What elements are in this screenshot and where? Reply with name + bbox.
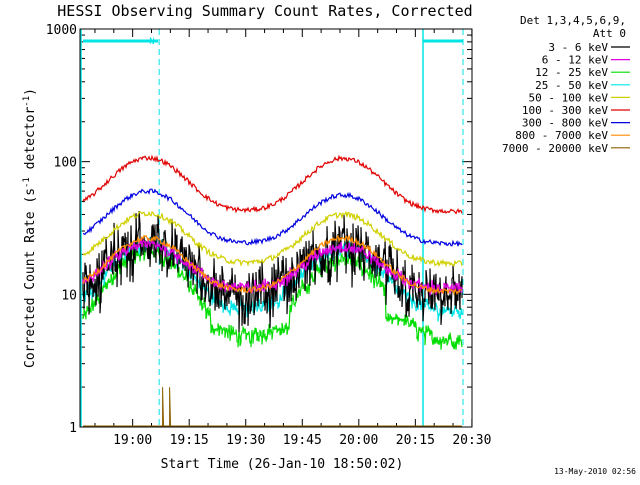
legend-label: 6 - 12 keV — [542, 54, 609, 67]
series-line-6-12-kev — [82, 237, 463, 296]
plot-frame — [79, 28, 473, 428]
x-axis-label: Start Time (26-Jan-10 18:50:02) — [161, 457, 404, 472]
x-tick-label: 19:15 — [170, 433, 209, 448]
x-tick-label: 19:45 — [283, 433, 322, 448]
legend-header: Det 1,3,4,5,6,9, — [520, 14, 626, 27]
y-tick-label: 1 — [69, 421, 77, 436]
x-tick-label: 19:30 — [226, 433, 265, 448]
legend-label: 7000 - 20000 keV — [502, 142, 608, 155]
timestamp: 13-May-2010 02:56 — [554, 467, 636, 476]
x-tick-label: 20:30 — [452, 433, 491, 448]
chart-title: HESSI Observing Summary Count Rates, Cor… — [57, 2, 472, 20]
y-tick-label: 1000 — [46, 23, 77, 38]
night-markers — [80, 29, 464, 427]
series-line-800-7000-kev — [82, 233, 463, 296]
legend-label: 300 - 800 keV — [522, 117, 608, 130]
x-tick-label: 19:00 — [113, 433, 152, 448]
n-marker-label: N — [149, 37, 154, 47]
legend-label: 100 - 300 keV — [522, 104, 608, 117]
series-line-3-6-kev — [82, 210, 463, 333]
axes-layer: 19:00 19:15 19:30 19:45 20:00 20:15 20:30 1 10 10… — [46, 23, 492, 448]
y-tick-label: 100 — [54, 156, 77, 171]
legend-header-att: Att 0 — [593, 27, 626, 40]
series-line-300-800-kev — [82, 188, 463, 247]
x-tick-label: 20:00 — [339, 433, 378, 448]
legend-label: 25 - 50 keV — [535, 79, 608, 92]
series-line-100-300-kev — [82, 154, 463, 215]
legend-label: 12 - 25 keV — [535, 66, 608, 79]
legend-label: 50 - 100 keV — [529, 91, 609, 104]
legend-label: 3 - 6 keV — [548, 41, 608, 54]
series-line-50-100-kev — [82, 210, 463, 268]
y-tick-label: 10 — [61, 288, 77, 303]
x-tick-label: 20:15 — [396, 433, 435, 448]
legend-label: 800 - 7000 keV — [515, 129, 608, 142]
series-line-7000-20000-kev — [83, 387, 462, 427]
y-axis-label: Corrected Count Rate (s-1 detector-1) — [22, 88, 38, 368]
axis-box — [79, 28, 473, 428]
series-layer — [82, 154, 463, 427]
